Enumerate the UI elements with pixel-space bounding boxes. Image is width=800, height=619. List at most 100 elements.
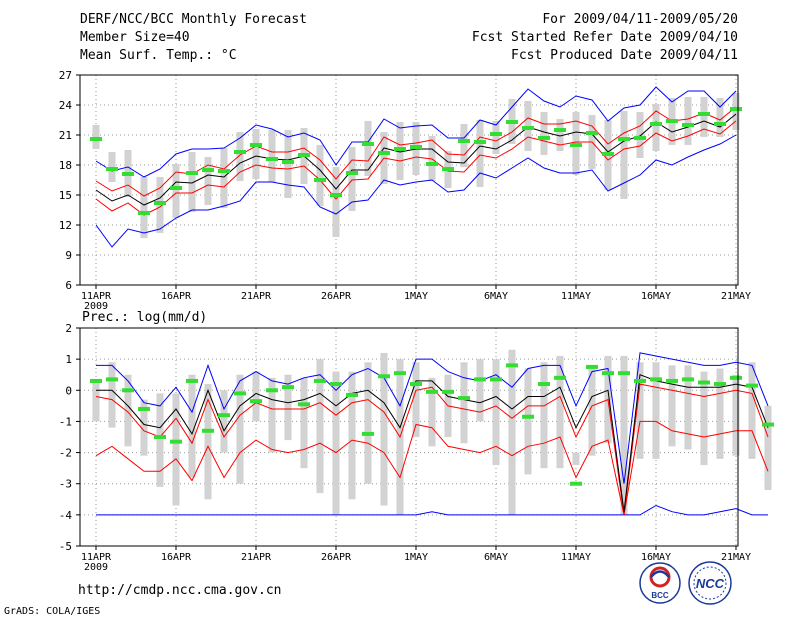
prec-x-tick-label: 26APR [321, 552, 352, 563]
prec-observed-marker [554, 375, 566, 380]
temp-member-box [268, 130, 276, 182]
temp-observed-marker [250, 143, 262, 147]
temp-member-box [620, 111, 628, 199]
prec-member-box [124, 374, 132, 447]
prec-member-box [252, 371, 260, 422]
prec-y-tick-label: 2 [65, 322, 72, 335]
temp-member-box [348, 147, 356, 211]
prec-member-box [220, 390, 228, 453]
temp-lower-range-line [95, 134, 737, 248]
temp-observed-marker [298, 153, 310, 157]
temp-observed-marker [490, 132, 502, 136]
prec-observed-marker [634, 378, 646, 383]
prec-observed-marker [330, 382, 342, 387]
prec-member-box [492, 359, 500, 466]
prec-y-tick-label: -5 [59, 540, 72, 553]
temp-observed-marker [362, 142, 374, 146]
prec-observed-marker [250, 399, 262, 404]
prec-member-box [156, 393, 164, 487]
prec-member-box [268, 377, 276, 453]
prec-member-box [300, 377, 308, 469]
prec-observed-marker [186, 378, 198, 383]
temp-member-box [700, 97, 708, 137]
temp-member-box [460, 124, 468, 167]
prec-observed-marker [522, 414, 534, 419]
prec-member-box [364, 362, 372, 484]
temp-member-boxes [92, 93, 740, 238]
prec-observed-marker [282, 385, 294, 390]
precipitation-variable-label: Prec.: log(mm/d) [82, 310, 208, 325]
bcc-logo: BCC [639, 562, 681, 604]
temp-member-box [140, 177, 148, 238]
temp-observed-marker [474, 140, 486, 144]
temp-observed-marker [458, 139, 470, 143]
prec-member-box [204, 384, 212, 500]
temp-observed-marker [410, 145, 422, 149]
prec-x-tick-label: 11APR [81, 552, 112, 563]
prec-member-box [508, 349, 516, 515]
prec-x-tick-label: 11MAY [561, 552, 591, 563]
title-line-1: DERF/NCC/BCC Monthly Forecast [80, 12, 307, 27]
prec-x-tick-label: 16MAY [641, 552, 671, 563]
temp-observed-marker [138, 211, 150, 215]
temp-observed-marker [698, 112, 710, 116]
prec-member-box [140, 399, 148, 456]
temp-observed-marker [202, 168, 214, 172]
temp-observed-marker [266, 157, 278, 161]
temp-y-tick-label: 15 [59, 189, 72, 202]
temp-upper-range-line [95, 86, 737, 178]
prec-observed-marker [506, 363, 518, 368]
bcc-logo-text: BCC [651, 591, 669, 600]
prec-observed-marker [650, 377, 662, 382]
prec-member-box [236, 374, 244, 484]
temp-observed-marker [666, 119, 678, 123]
temp-observed-marker [714, 122, 726, 126]
prec-observed-marker [362, 431, 374, 436]
prec-member-box [684, 365, 692, 450]
prec-x-tick-year: 2009 [84, 562, 108, 573]
temp-x-tick-label: 1MAY [404, 291, 428, 302]
temp-lower-spread-line [95, 120, 737, 216]
prec-member-box [668, 365, 676, 447]
prec-observed-marker [154, 435, 166, 439]
prec-observed-marker [314, 378, 326, 383]
temp-observed-marker [730, 107, 742, 111]
temp-member-box [316, 145, 324, 206]
logos: BCC NCC [639, 561, 732, 605]
prec-observed-marker [106, 377, 118, 382]
temp-member-box [636, 112, 644, 158]
prec-member-box [556, 356, 564, 469]
temp-observed-marker [234, 150, 246, 154]
prec-y-tick-label: -3 [59, 478, 72, 491]
temp-member-box [652, 104, 660, 151]
prec-x-tick-label: 21APR [241, 552, 272, 563]
temp-member-box [252, 129, 260, 179]
prec-observed-marker [410, 382, 422, 387]
prec-observed-marker [122, 388, 134, 393]
temp-x-tick-year: 2009 [84, 301, 108, 312]
prec-observed-marker [474, 377, 486, 382]
temp-x-tick-label: 26APR [321, 291, 352, 302]
temp-observed-marker [634, 136, 646, 140]
prec-member-box [412, 362, 420, 437]
temp-x-tick-label: 11APR [81, 291, 112, 302]
temp-member-box [556, 119, 564, 151]
prec-member-box [540, 362, 548, 469]
prec-observed-marker [202, 428, 214, 433]
forecast-period: For 2009/04/11-2009/05/20 [542, 12, 738, 27]
temp-y-tick-label: 24 [59, 99, 73, 112]
temp-y-tick-label: 12 [59, 219, 72, 232]
ncc-logo: NCC [688, 561, 732, 605]
prec-member-boxes [92, 349, 772, 515]
prec-observed-marker [762, 422, 774, 427]
prec-lower-range-line [96, 504, 768, 516]
prec-y-tick-label: -4 [59, 509, 73, 522]
temp-observed-marker [218, 169, 230, 173]
temp-member-box [732, 93, 740, 130]
temp-observed-marker [170, 186, 182, 190]
prec-member-box [460, 362, 468, 444]
temp-observed-marker [186, 171, 198, 175]
temp-observed-marker [442, 167, 454, 171]
temp-member-box [332, 167, 340, 237]
